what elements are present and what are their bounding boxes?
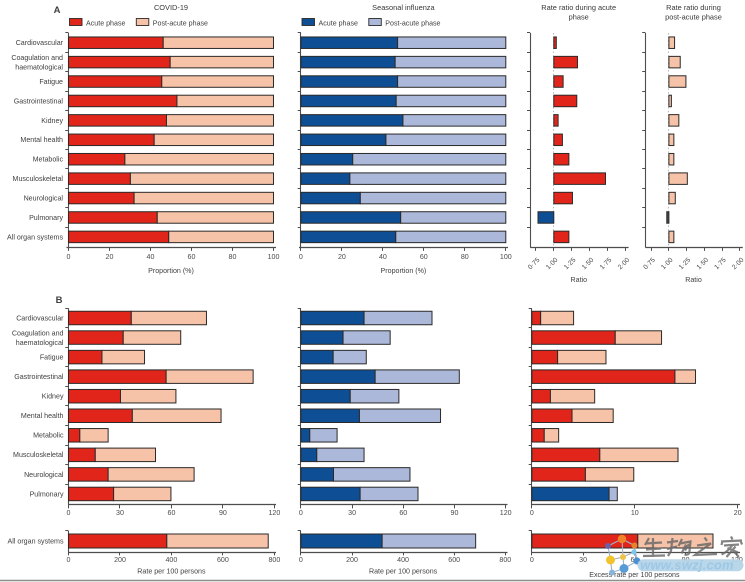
svg-text:Proportion (%): Proportion (%) <box>381 267 427 275</box>
svg-text:0: 0 <box>67 556 71 564</box>
svg-text:40: 40 <box>147 253 155 261</box>
svg-text:Cardiovascular: Cardiovascular <box>16 314 64 322</box>
svg-text:Mental health: Mental health <box>21 412 64 420</box>
svg-text:400: 400 <box>397 556 409 564</box>
svg-text:30: 30 <box>579 556 587 564</box>
svg-text:600: 600 <box>448 556 460 564</box>
svg-text:400: 400 <box>165 556 177 564</box>
svg-text:Pulmonary: Pulmonary <box>29 214 63 222</box>
svg-text:100: 100 <box>268 253 280 261</box>
svg-text:120: 120 <box>268 509 280 517</box>
svg-text:Gastrointestinal: Gastrointestinal <box>14 97 64 105</box>
svg-text:0: 0 <box>530 556 534 564</box>
svg-text:post-acute phase: post-acute phase <box>665 13 722 22</box>
svg-text:Metabolic: Metabolic <box>33 156 64 164</box>
svg-text:30: 30 <box>348 509 356 517</box>
svg-text:Fatigue: Fatigue <box>40 354 64 362</box>
svg-text:1·25: 1·25 <box>678 257 693 272</box>
svg-text:Neurological: Neurological <box>24 471 64 479</box>
svg-text:Seasonal influenza: Seasonal influenza <box>372 3 435 12</box>
svg-text:0: 0 <box>530 509 534 517</box>
svg-text:Fatigue: Fatigue <box>39 78 63 86</box>
svg-text:phase: phase <box>569 13 589 22</box>
svg-text:10: 10 <box>631 509 639 517</box>
svg-text:Ratio: Ratio <box>685 276 702 284</box>
svg-text:Coagulation and: Coagulation and <box>11 54 63 62</box>
svg-text:0·75: 0·75 <box>527 257 542 272</box>
svg-text:200: 200 <box>114 556 126 564</box>
svg-text:600: 600 <box>217 556 229 564</box>
svg-text:60: 60 <box>168 509 176 517</box>
svg-text:90: 90 <box>219 509 227 517</box>
svg-text:Post-acute phase: Post-acute phase <box>153 19 208 27</box>
svg-text:Acute phase: Acute phase <box>319 19 358 27</box>
svg-text:2·00: 2·00 <box>731 257 745 272</box>
svg-text:COVID-19: COVID-19 <box>154 3 188 12</box>
svg-text:0: 0 <box>299 253 303 261</box>
svg-text:0: 0 <box>299 556 303 564</box>
svg-text:Kidney: Kidney <box>41 117 63 125</box>
svg-text:haematological: haematological <box>16 339 64 347</box>
svg-text:Rate ratio during: Rate ratio during <box>666 3 721 12</box>
svg-text:Post-acute phase: Post-acute phase <box>385 19 440 27</box>
svg-text:40: 40 <box>379 253 387 261</box>
svg-text:Mental health: Mental health <box>20 136 63 144</box>
svg-text:1·25: 1·25 <box>563 257 578 272</box>
svg-text:www.swzj.com: www.swzj.com <box>640 558 734 573</box>
svg-text:60: 60 <box>399 509 407 517</box>
svg-text:20: 20 <box>734 509 742 517</box>
svg-text:800: 800 <box>268 556 280 564</box>
svg-text:1·50: 1·50 <box>581 257 596 272</box>
svg-text:1·00: 1·00 <box>545 257 560 272</box>
svg-text:Acute phase: Acute phase <box>86 19 125 27</box>
svg-text:All organ systems: All organ systems <box>8 537 64 545</box>
svg-text:60: 60 <box>420 253 428 261</box>
svg-text:Rate ratio during acute: Rate ratio during acute <box>541 3 616 12</box>
svg-text:Proportion (%): Proportion (%) <box>148 267 194 275</box>
svg-text:Neurological: Neurological <box>24 195 64 203</box>
svg-text:Rate per 100 persons: Rate per 100 persons <box>369 568 438 576</box>
svg-text:Ratio: Ratio <box>571 276 588 284</box>
svg-text:0·75: 0·75 <box>642 257 657 272</box>
svg-text:Musculoskeletal: Musculoskeletal <box>13 451 64 459</box>
svg-text:B: B <box>56 295 63 306</box>
svg-text:1·75: 1·75 <box>599 257 614 272</box>
svg-text:Excess rate per 100 persons: Excess rate per 100 persons <box>589 571 680 579</box>
svg-text:800: 800 <box>499 556 511 564</box>
svg-text:Metabolic: Metabolic <box>33 432 64 440</box>
svg-text:Coagulation and: Coagulation and <box>12 330 64 338</box>
svg-text:All organ systems: All organ systems <box>7 233 63 241</box>
svg-text:2·00: 2·00 <box>617 257 632 272</box>
svg-text:100: 100 <box>500 253 512 261</box>
svg-text:A: A <box>54 5 61 16</box>
svg-text:Kidney: Kidney <box>42 393 64 401</box>
svg-text:120: 120 <box>500 509 512 517</box>
svg-text:0: 0 <box>67 253 71 261</box>
svg-text:1·00: 1·00 <box>660 257 675 272</box>
svg-text:Gastrointestinal: Gastrointestinal <box>14 373 64 381</box>
svg-text:1·75: 1·75 <box>713 257 728 272</box>
svg-text:0: 0 <box>67 509 71 517</box>
svg-text:20: 20 <box>338 253 346 261</box>
svg-text:1·50: 1·50 <box>696 257 711 272</box>
svg-text:Cardiovascular: Cardiovascular <box>16 39 64 47</box>
svg-text:80: 80 <box>229 253 237 261</box>
svg-text:90: 90 <box>451 509 459 517</box>
svg-text:Rate per 100 persons: Rate per 100 persons <box>137 568 206 576</box>
svg-text:200: 200 <box>346 556 358 564</box>
svg-text:0: 0 <box>299 509 303 517</box>
svg-text:60: 60 <box>188 253 196 261</box>
svg-text:30: 30 <box>116 509 124 517</box>
svg-text:Pulmonary: Pulmonary <box>30 490 64 498</box>
svg-text:20: 20 <box>106 253 114 261</box>
svg-text:haematological: haematological <box>15 64 63 72</box>
svg-text:Musculoskeletal: Musculoskeletal <box>13 175 64 183</box>
svg-text:80: 80 <box>461 253 469 261</box>
